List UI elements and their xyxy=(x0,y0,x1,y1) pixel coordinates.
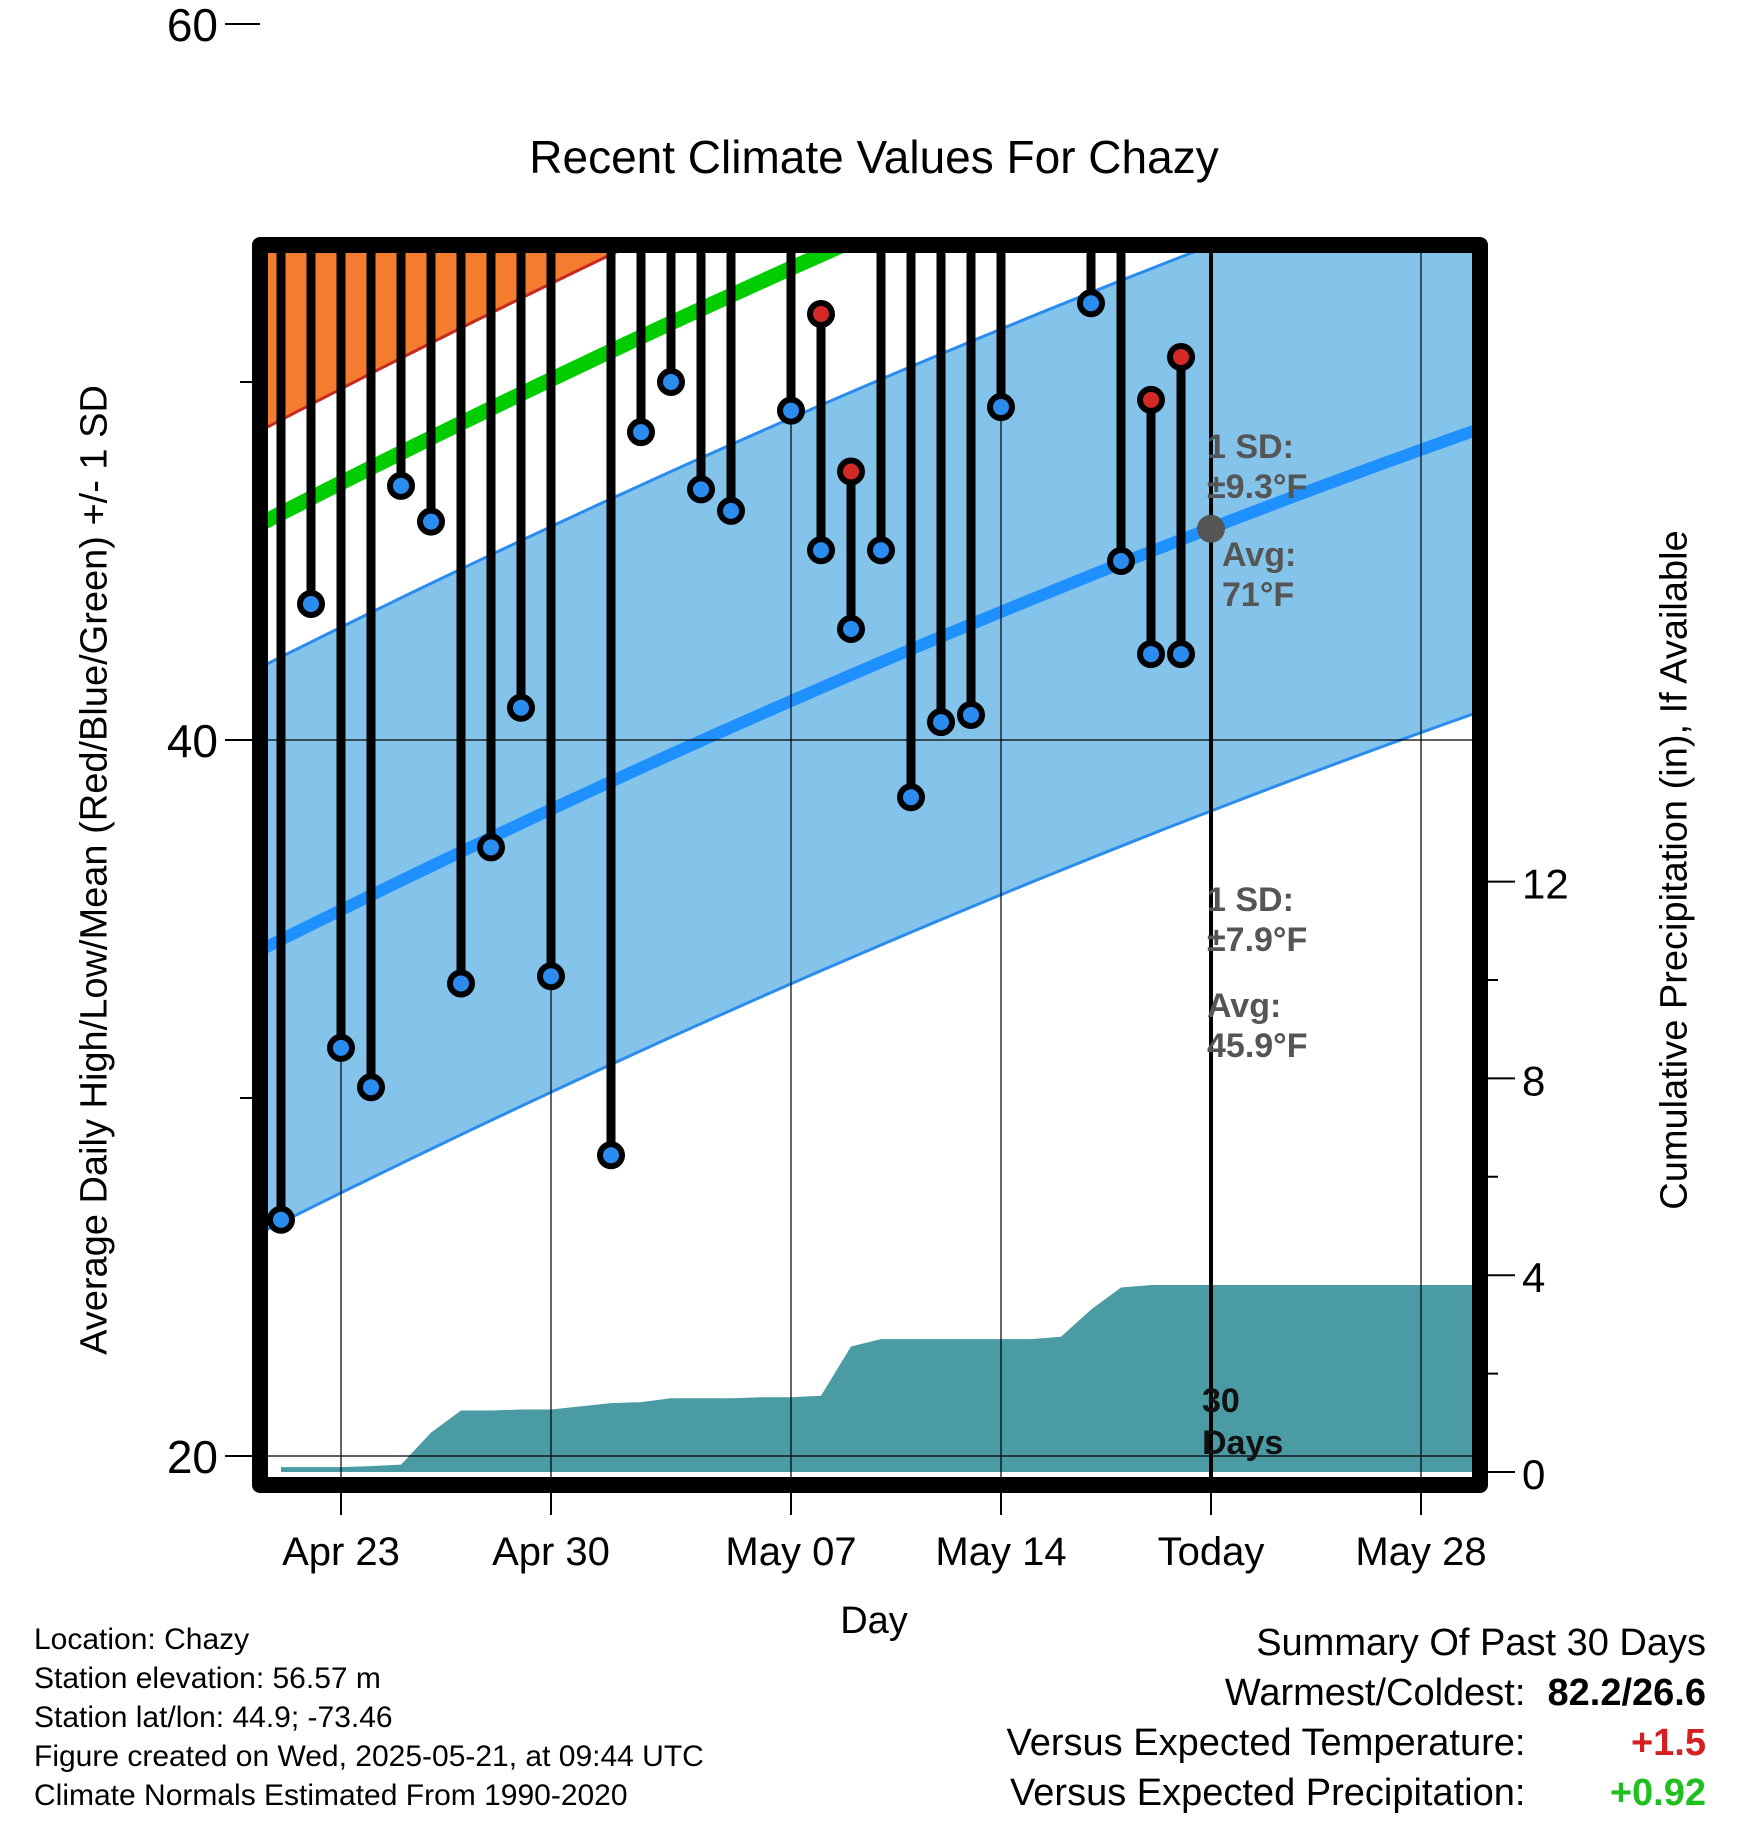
high-avg-label: Avg: xyxy=(1222,536,1297,574)
high-point xyxy=(807,299,835,328)
low-point xyxy=(717,496,745,525)
low-point xyxy=(867,536,895,565)
y2-tick-label: 0 xyxy=(1522,1451,1545,1498)
low-point xyxy=(537,962,565,991)
low-point xyxy=(297,589,325,618)
normal-low-band-lower-edge xyxy=(260,709,1480,1235)
low-point xyxy=(417,507,445,536)
summary-temp-row: Versus Expected Temperature: +1.5 xyxy=(1007,1718,1706,1768)
x-tick-label: May 07 xyxy=(725,1530,856,1574)
low-point xyxy=(357,1073,385,1102)
low-point xyxy=(657,368,685,396)
low-sd-annotation: 1 SD: ±7.9°F xyxy=(1207,880,1307,960)
x-tick-label: Apr 30 xyxy=(492,1530,610,1574)
high-point xyxy=(837,457,865,486)
plot-area xyxy=(251,0,1511,1485)
created-text: Figure created on Wed, 2025-05-21, at 09… xyxy=(34,1740,704,1773)
precip-area xyxy=(281,1285,1480,1472)
y-tick-label: 40 xyxy=(167,715,218,767)
low-point xyxy=(1020,56,1042,78)
low-point xyxy=(447,969,475,998)
y-tick-label: 20 xyxy=(167,1431,218,1483)
summary-precip-row: Versus Expected Precipitation: +0.92 xyxy=(1007,1768,1706,1818)
low-point xyxy=(267,1205,295,1234)
normal-high-band xyxy=(260,245,631,431)
latlon-text: Station lat/lon: 44.9; -73.46 xyxy=(34,1701,393,1734)
summary-panel: Summary Of Past 30 Days Warmest/Coldest:… xyxy=(1007,1618,1706,1818)
days-word: Days xyxy=(1202,1424,1284,1462)
low-point xyxy=(1137,640,1165,669)
low-point xyxy=(1077,289,1105,318)
high-point xyxy=(270,160,292,182)
low-point xyxy=(957,700,985,729)
temp-label: Versus Expected Temperature: xyxy=(1006,1722,1526,1764)
low-point xyxy=(327,1033,355,1062)
temp-value: +1.5 xyxy=(1630,1722,1706,1764)
high-avg-annotation: Avg: 71°F xyxy=(1222,535,1296,615)
summary-heading: Summary Of Past 30 Days xyxy=(1256,1622,1706,1664)
normal-low-band xyxy=(260,245,1480,1234)
low-point xyxy=(897,783,925,812)
low-avg-value: 45.9°F xyxy=(1207,1027,1308,1065)
high-point xyxy=(900,0,922,3)
days-count: 30 xyxy=(1202,1382,1240,1420)
y2-tick-label: 8 xyxy=(1522,1057,1545,1104)
x-tick-label: May 14 xyxy=(935,1530,1066,1574)
x-tick-label: Today xyxy=(1158,1530,1265,1574)
y2-axis-label: Cumulative Precipitation (in), If Availa… xyxy=(1653,530,1696,1210)
low-point xyxy=(627,418,655,447)
precip-value: +0.92 xyxy=(1609,1772,1706,1814)
today-low-avg-marker xyxy=(1197,514,1225,543)
station-metadata: Location: Chazy Station elevation: 56.57… xyxy=(34,1620,704,1815)
plot-frame xyxy=(252,237,1488,1493)
x-tick-label: Apr 23 xyxy=(282,1530,400,1574)
y-tick-label: 60 xyxy=(167,0,218,51)
low-point xyxy=(807,536,835,565)
low-avg-label: Avg: xyxy=(1207,987,1282,1025)
normals-text: Climate Normals Estimated From 1990-2020 xyxy=(34,1779,628,1812)
low-point xyxy=(777,396,805,425)
high-sd-label: 1 SD: xyxy=(1207,428,1294,466)
precip-label: Versus Expected Precipitation: xyxy=(1010,1772,1526,1814)
days-annotation: 30 Days xyxy=(1202,1380,1283,1464)
location-text: Location: Chazy xyxy=(34,1623,250,1656)
high-avg-value: 71°F xyxy=(1222,576,1295,614)
low-avg-annotation: Avg: 45.9°F xyxy=(1207,986,1308,1066)
chart-title: Recent Climate Values For Chazy xyxy=(529,131,1219,183)
summary-warm-cold-row: Warmest/Coldest: 82.2/26.6 xyxy=(1007,1668,1706,1718)
low-point xyxy=(1107,547,1135,575)
high-point xyxy=(1167,342,1195,371)
y2-tick-label: 12 xyxy=(1522,861,1569,908)
low-point xyxy=(597,1141,625,1170)
low-point xyxy=(477,833,505,862)
high-sd-value: ±9.3°F xyxy=(1207,468,1308,506)
y-axis-label: Average Daily High/Low/Mean (Red/Blue/Gr… xyxy=(73,385,116,1355)
normal-high-line xyxy=(251,0,1511,103)
elevation-text: Station elevation: 56.57 m xyxy=(34,1662,381,1695)
low-sd-label: 1 SD: xyxy=(1207,881,1294,919)
warm-cold-label: Warmest/Coldest: xyxy=(1224,1672,1526,1714)
high-sd-annotation: 1 SD: ±9.3°F xyxy=(1207,427,1307,507)
low-point xyxy=(507,693,535,722)
x-axis-label: Day xyxy=(840,1600,908,1642)
low-point xyxy=(987,393,1015,422)
high-point xyxy=(300,56,322,78)
low-sd-value: ±7.9°F xyxy=(1207,921,1308,959)
low-point xyxy=(927,708,955,737)
x-tick-label: May 28 xyxy=(1355,1530,1486,1574)
low-point xyxy=(387,471,415,500)
high-point xyxy=(450,60,472,82)
low-point xyxy=(837,615,865,644)
low-point xyxy=(1167,640,1195,669)
warm-cold-value: 82.2/26.6 xyxy=(1547,1672,1706,1714)
y2-tick-label: 4 xyxy=(1522,1254,1545,1301)
low-point xyxy=(687,475,715,504)
high-point xyxy=(1137,385,1165,414)
high-point xyxy=(660,34,682,56)
